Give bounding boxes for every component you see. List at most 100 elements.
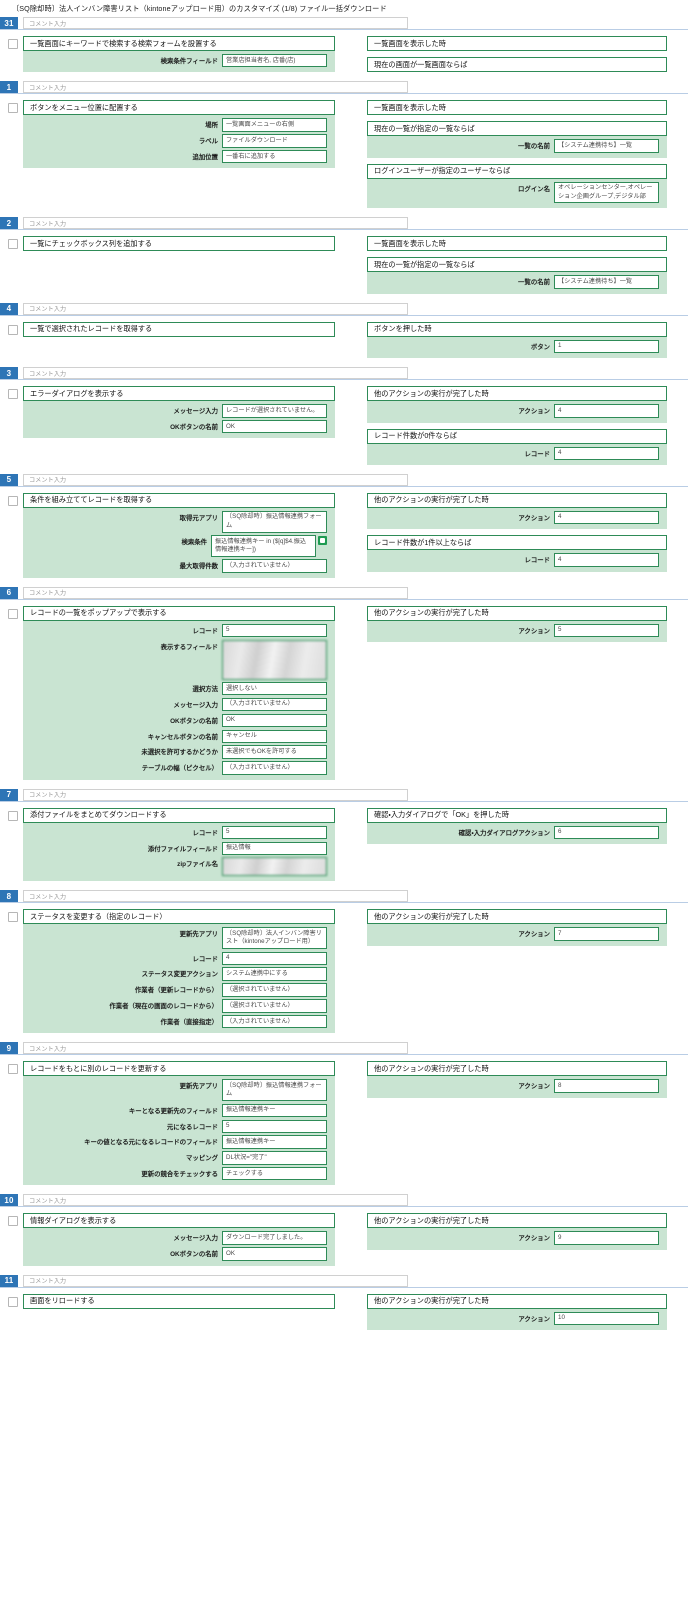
trigger-title[interactable]: 他のアクションの実行が完了した時 xyxy=(367,1061,667,1077)
parameter-value[interactable]: 5 xyxy=(222,1119,327,1133)
block-select-checkbox[interactable] xyxy=(8,1216,18,1227)
parameter-value[interactable]: （入力されていません） xyxy=(222,1015,327,1029)
trigger-title[interactable]: 現在の画面が一覧画面ならば xyxy=(367,57,667,72)
parameter-value[interactable]: 4 xyxy=(554,510,659,525)
parameter-value[interactable]: OK xyxy=(222,713,327,728)
parameter-value[interactable]: 一覧画面メニューの右側 xyxy=(222,118,327,132)
action-title[interactable]: 一覧画面にキーワードで検索する検索フォームを設置する xyxy=(23,36,335,51)
parameter-value[interactable]: チェックする xyxy=(222,1167,327,1181)
parameter-value[interactable]: （入力されていません） xyxy=(222,761,327,775)
parameter-value[interactable]: DL状況="完了" xyxy=(222,1151,327,1165)
action-title[interactable]: 一覧で選択されたレコードを取得する xyxy=(23,321,335,337)
parameter-value[interactable]: （入力されていません） xyxy=(222,697,327,712)
block-select-checkbox[interactable] xyxy=(8,39,18,49)
block-select-checkbox[interactable] xyxy=(8,324,18,335)
trigger-title[interactable]: 現在の一覧が指定の一覧ならば xyxy=(367,257,667,273)
parameter-value[interactable]: 10 xyxy=(554,1311,659,1326)
parameter-value[interactable]: 振込情報 xyxy=(222,841,327,855)
parameter-value[interactable]: 一番右に追加する xyxy=(222,150,327,164)
comment-input[interactable]: コメント入力 xyxy=(23,17,408,29)
comment-input[interactable]: コメント入力 xyxy=(23,217,408,230)
parameter-value-redacted[interactable] xyxy=(222,857,327,877)
parameter-value[interactable]: 振込情報連携キー in ($[q]$4.振込情報連携キー]) xyxy=(211,535,316,557)
trigger-title[interactable]: 一覧画面を表示した時 xyxy=(367,236,667,252)
trigger-title[interactable]: レコード件数が0件ならば xyxy=(367,428,667,444)
block-select-checkbox[interactable] xyxy=(8,608,18,619)
action-title[interactable]: ステータスを変更する（指定のレコード） xyxy=(23,909,335,925)
block-select-checkbox[interactable] xyxy=(8,1296,18,1307)
parameter-value[interactable]: （入力されていません） xyxy=(222,559,327,573)
parameter-value[interactable]: 【システム連携待ち】一覧 xyxy=(554,275,659,289)
parameter-value[interactable]: 4 xyxy=(222,951,327,965)
block-select-checkbox[interactable] xyxy=(8,912,18,923)
trigger-title[interactable]: 他のアクションの実行が完了した時 xyxy=(367,909,667,925)
trigger-title[interactable]: 他のアクションの実行が完了した時 xyxy=(367,605,667,621)
parameter-value[interactable]: 振込情報連携キー xyxy=(222,1103,327,1117)
parameter-value[interactable]: 6 xyxy=(554,825,659,840)
comment-input[interactable]: コメント入力 xyxy=(23,81,408,94)
trigger-title[interactable]: 他のアクションの実行が完了した時 xyxy=(367,492,667,508)
action-title[interactable]: 添付ファイルをまとめてダウンロードする xyxy=(23,807,335,823)
parameter-value[interactable]: 〔SQ除却時〕法人インバン障害リスト（kintoneアップロード用） xyxy=(222,927,327,950)
parameter-value[interactable]: システム連携中にする xyxy=(222,967,327,981)
block-select-checkbox[interactable] xyxy=(8,1064,18,1075)
trigger-title[interactable]: 現在の一覧が指定の一覧ならば xyxy=(367,121,667,137)
parameter-value[interactable]: 7 xyxy=(554,927,659,941)
trigger-title[interactable]: レコード件数が1件以上ならば xyxy=(367,535,667,551)
trigger-title[interactable]: 他のアクションの実行が完了した時 xyxy=(367,1213,667,1229)
trigger-title[interactable]: 一覧画面を表示した時 xyxy=(367,36,667,51)
parameter-value[interactable]: キャンセル xyxy=(222,729,327,743)
comment-input[interactable]: コメント入力 xyxy=(23,473,408,486)
action-title[interactable]: ボタンをメニュー位置に配置する xyxy=(23,100,335,116)
trigger-title[interactable]: 確認・入力ダイアログで「OK」を押した時 xyxy=(367,807,667,823)
parameter-value[interactable]: 5 xyxy=(222,623,327,638)
comment-input[interactable]: コメント入力 xyxy=(23,302,408,315)
trigger-title[interactable]: 他のアクションの実行が完了した時 xyxy=(367,1293,667,1309)
trigger-title[interactable]: 一覧画面を表示した時 xyxy=(367,100,667,116)
block-select-checkbox[interactable] xyxy=(8,239,18,250)
comment-input[interactable]: コメント入力 xyxy=(23,1194,408,1207)
comment-input[interactable]: コメント入力 xyxy=(23,1042,408,1055)
parameter-value[interactable]: ファイルダウンロード xyxy=(222,134,327,148)
action-title[interactable]: エラーダイアログを表示する xyxy=(23,386,335,402)
comment-input[interactable]: コメント入力 xyxy=(23,890,408,903)
parameter-value[interactable]: 振込情報連携キー xyxy=(222,1135,327,1149)
block-select-checkbox[interactable] xyxy=(8,389,18,400)
parameter-value[interactable]: （選択されていません） xyxy=(222,983,327,997)
parameter-value[interactable]: 【システム連携待ち】一覧 xyxy=(554,139,659,153)
copy-icon[interactable] xyxy=(318,536,327,546)
comment-input[interactable]: コメント入力 xyxy=(23,788,408,801)
action-title[interactable]: 一覧にチェックボックス列を追加する xyxy=(23,236,335,252)
parameter-value[interactable]: ダウンロード完了しました。 xyxy=(222,1231,327,1245)
block-select-checkbox[interactable] xyxy=(8,103,18,114)
block-select-checkbox[interactable] xyxy=(8,495,18,506)
parameter-value[interactable]: OK xyxy=(222,1247,327,1261)
trigger-title[interactable]: 他のアクションの実行が完了した時 xyxy=(367,386,667,402)
trigger-title[interactable]: ボタンを押した時 xyxy=(367,321,667,337)
action-title[interactable]: 条件を組み立ててレコードを取得する xyxy=(23,492,335,508)
parameter-value[interactable]: 選択しない xyxy=(222,682,327,696)
parameter-value[interactable]: 4 xyxy=(554,404,659,418)
trigger-title[interactable]: ログインユーザーが指定のユーザーならば xyxy=(367,163,667,179)
action-title[interactable]: レコードの一覧をポップアップで表示する xyxy=(23,605,335,621)
action-title[interactable]: 情報ダイアログを表示する xyxy=(23,1213,335,1229)
parameter-value[interactable]: 5 xyxy=(222,825,327,840)
parameter-value[interactable]: 営業店担当者名, 店番(店) xyxy=(222,54,327,68)
parameter-value[interactable]: 未選択でもOKを許可する xyxy=(222,745,327,759)
action-title[interactable]: 画面をリロードする xyxy=(23,1293,335,1309)
parameter-value-redacted[interactable] xyxy=(222,639,327,680)
parameter-value[interactable]: レコードが選択されていません。 xyxy=(222,404,327,418)
parameter-value[interactable]: 5 xyxy=(554,623,659,638)
action-title[interactable]: レコードをもとに別のレコードを更新する xyxy=(23,1061,335,1077)
comment-input[interactable]: コメント入力 xyxy=(23,586,408,599)
parameter-value[interactable]: 8 xyxy=(554,1079,659,1093)
parameter-value[interactable]: 4 xyxy=(554,446,659,460)
parameter-value[interactable]: （選択されていません） xyxy=(222,999,327,1013)
block-select-checkbox[interactable] xyxy=(8,810,18,821)
parameter-value[interactable]: 4 xyxy=(554,553,659,567)
parameter-value[interactable]: 〔SQ除却時〕振込情報連携フォーム xyxy=(222,1079,327,1102)
parameter-value[interactable]: 9 xyxy=(554,1231,659,1245)
comment-input[interactable]: コメント入力 xyxy=(23,367,408,380)
comment-input[interactable]: コメント入力 xyxy=(23,1274,408,1287)
parameter-value[interactable]: オペレーションセンター,オペレーション企画グループ,デジタル部 xyxy=(554,181,659,204)
